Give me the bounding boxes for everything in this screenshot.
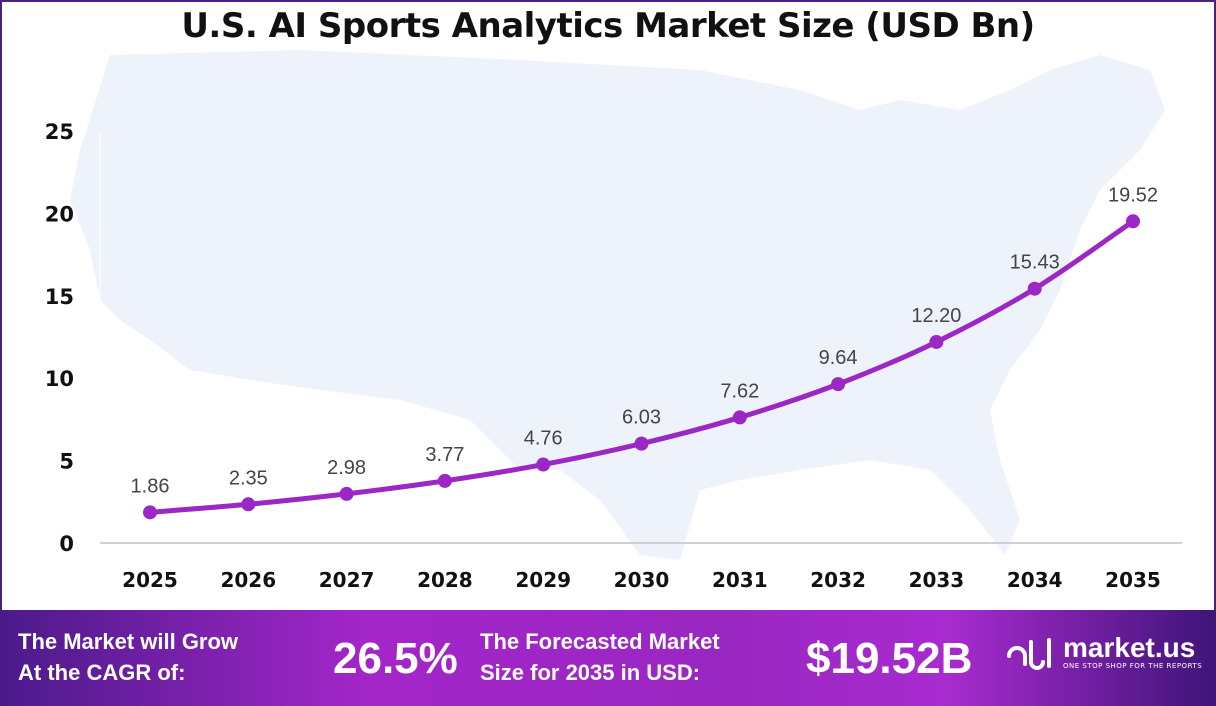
data-point [831,377,846,392]
market-us-logo: market.us ONE STOP SHOP FOR THE REPORTS [1005,634,1202,670]
data-label: 12.20 [911,305,961,327]
data-point [634,436,649,451]
y-tick-label: 25 [45,120,74,144]
data-point [437,473,452,488]
cagr-value: 26.5% [333,634,458,683]
forecast-value: $19.52B [806,634,973,683]
x-tick-label: 2031 [712,568,768,592]
data-point [929,334,944,349]
data-point [732,410,747,425]
data-label: 4.76 [524,428,563,450]
logo-icon [1007,638,1051,670]
data-label: 9.64 [819,347,858,369]
x-tick-label: 2025 [122,568,178,592]
data-point [339,486,354,501]
data-label: 19.52 [1108,184,1158,206]
data-label: 2.98 [327,457,366,479]
y-tick-label: 5 [59,450,74,474]
data-point [536,457,551,472]
x-tick-label: 2030 [614,568,670,592]
data-label: 7.62 [720,380,759,402]
data-label: 2.35 [229,467,268,489]
logo-name: market.us [1063,632,1196,663]
data-point [1126,214,1140,229]
y-tick-label: 0 [59,532,74,556]
cagr-label-line2: At the CAGR of: [18,660,186,685]
data-label: 3.77 [425,444,464,466]
y-tick-label: 15 [45,285,74,309]
logo-tagline: ONE STOP SHOP FOR THE REPORTS [1063,662,1203,670]
forecast-label-line1: The Forecasted Market [480,629,720,654]
chart-title: U.S. AI Sports Analytics Market Size (US… [181,6,1035,46]
us-map-background [70,50,1165,560]
x-tick-label: 2033 [909,568,965,592]
data-point [143,505,157,520]
x-tick-label: 2032 [810,568,866,592]
data-point [241,497,256,512]
data-label: 15.43 [1010,252,1060,274]
x-tick-label: 2028 [417,568,473,592]
x-tick-label: 2034 [1007,568,1063,592]
data-point [1027,281,1042,296]
x-tick-label: 2029 [515,568,571,592]
y-tick-label: 10 [45,367,74,391]
forecast-label-line2: Size for 2035 in USD: [480,660,701,685]
data-label: 1.86 [131,475,170,497]
x-tick-label: 2026 [220,568,276,592]
summary-banner: The Market will Grow At the CAGR of: 26.… [0,610,1216,706]
y-tick-label: 20 [45,202,74,226]
data-label: 6.03 [622,407,661,429]
x-tick-label: 2027 [319,568,375,592]
x-tick-label: 2035 [1105,568,1161,592]
cagr-label-line1: The Market will Grow [18,629,239,654]
series-line [147,218,1136,515]
